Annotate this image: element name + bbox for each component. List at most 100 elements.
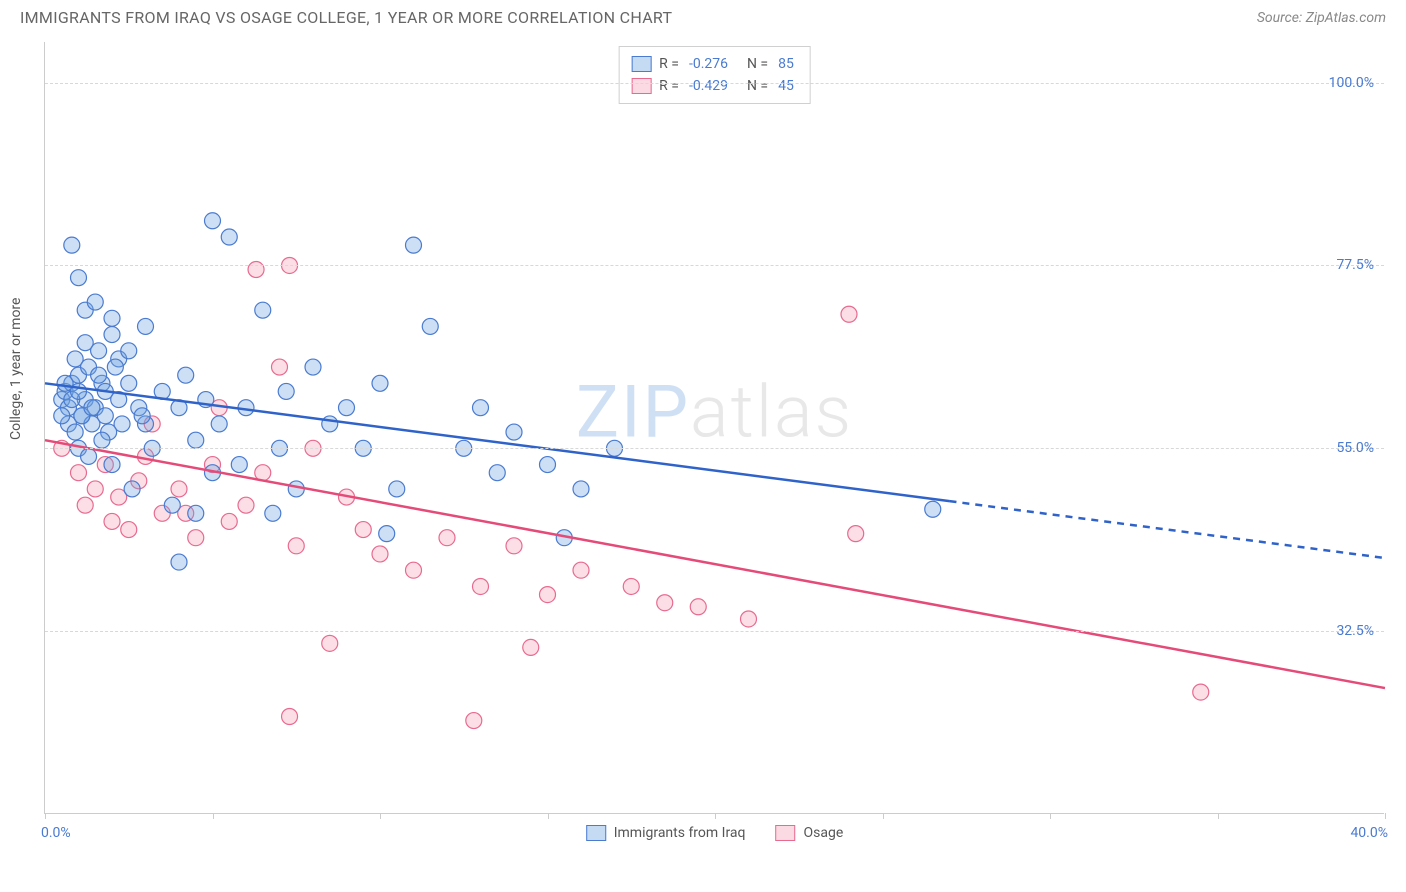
data-point	[87, 481, 103, 497]
data-point	[506, 424, 522, 440]
x-tick-mark	[1385, 813, 1386, 819]
data-point	[121, 375, 137, 391]
data-point	[379, 526, 395, 542]
chart-title: IMMIGRANTS FROM IRAQ VS OSAGE COLLEGE, 1…	[20, 8, 672, 27]
data-point	[623, 578, 639, 594]
y-tick-label: 77.5%	[1336, 257, 1374, 273]
data-point	[282, 708, 298, 724]
data-point	[322, 635, 338, 651]
data-point	[473, 578, 489, 594]
r-value-pink: -0.429	[687, 75, 732, 97]
data-point	[489, 465, 505, 481]
data-point	[339, 400, 355, 416]
x-axis-max: 40.0%	[1350, 825, 1388, 841]
data-point	[841, 306, 857, 322]
data-point	[221, 229, 237, 245]
data-point	[171, 554, 187, 570]
data-point	[77, 335, 93, 351]
legend-label-pink: Osage	[804, 825, 844, 841]
x-tick-mark	[715, 813, 716, 819]
data-point	[255, 302, 271, 318]
x-axis-min: 0.0%	[41, 825, 71, 841]
x-tick-mark	[883, 813, 884, 819]
data-point	[81, 448, 97, 464]
data-point	[124, 481, 140, 497]
data-point	[71, 465, 87, 481]
gridline	[45, 448, 1384, 449]
data-point	[265, 505, 281, 521]
data-point	[188, 432, 204, 448]
swatch-blue-icon	[586, 825, 606, 841]
data-point	[540, 457, 556, 473]
data-point	[67, 424, 83, 440]
chart-plot-area: ZIPatlas R = -0.276 N = 85 R = -0.429 N …	[44, 42, 1384, 814]
x-tick-mark	[1218, 813, 1219, 819]
data-point	[164, 497, 180, 513]
swatch-pink-icon	[776, 825, 796, 841]
data-point	[54, 408, 70, 424]
data-point	[205, 213, 221, 229]
x-tick-mark	[213, 813, 214, 819]
data-point	[121, 522, 137, 538]
data-point	[104, 327, 120, 343]
x-tick-mark	[380, 813, 381, 819]
n-label: N =	[740, 75, 768, 97]
legend-item-blue: Immigrants from Iraq	[586, 825, 746, 841]
data-point	[573, 562, 589, 578]
n-value-pink: 45	[776, 75, 798, 97]
data-point	[272, 359, 288, 375]
data-point	[64, 237, 80, 253]
data-point	[107, 359, 123, 375]
n-label: N =	[740, 53, 768, 75]
swatch-blue-icon	[631, 56, 651, 72]
x-tick-mark	[1050, 813, 1051, 819]
data-point	[114, 416, 130, 432]
trend-line	[950, 501, 1386, 558]
legend-correlation: R = -0.276 N = 85 R = -0.429 N = 45	[618, 46, 811, 104]
plot-svg	[45, 42, 1384, 813]
data-point	[466, 713, 482, 729]
data-point	[104, 310, 120, 326]
legend-item-pink: Osage	[776, 825, 844, 841]
data-point	[389, 481, 405, 497]
data-point	[248, 262, 264, 278]
data-point	[322, 416, 338, 432]
n-value-blue: 85	[776, 53, 798, 75]
data-point	[238, 497, 254, 513]
data-point	[71, 270, 87, 286]
y-tick-label: 100.0%	[1329, 75, 1374, 91]
gridline	[45, 265, 1384, 266]
legend-row-pink: R = -0.429 N = 45	[631, 75, 798, 97]
data-point	[87, 294, 103, 310]
data-point	[77, 497, 93, 513]
legend-series: Immigrants from Iraq Osage	[586, 825, 844, 841]
legend-label-blue: Immigrants from Iraq	[614, 825, 746, 841]
y-tick-label: 55.0%	[1336, 440, 1374, 456]
data-point	[121, 343, 137, 359]
data-point	[506, 538, 522, 554]
data-point	[741, 611, 757, 627]
data-point	[134, 408, 150, 424]
y-tick-label: 32.5%	[1336, 623, 1374, 639]
data-point	[171, 481, 187, 497]
data-point	[355, 522, 371, 538]
r-label: R =	[659, 75, 679, 97]
chart-source: Source: ZipAtlas.com	[1257, 10, 1386, 26]
swatch-pink-icon	[631, 78, 651, 94]
data-point	[1193, 684, 1209, 700]
x-tick-mark	[45, 813, 46, 819]
data-point	[211, 416, 227, 432]
data-point	[104, 457, 120, 473]
data-point	[473, 400, 489, 416]
data-point	[372, 546, 388, 562]
gridline	[45, 83, 1384, 84]
data-point	[573, 481, 589, 497]
r-label: R =	[659, 53, 679, 75]
data-point	[94, 432, 110, 448]
data-point	[91, 367, 107, 383]
data-point	[178, 367, 194, 383]
gridline	[45, 631, 1384, 632]
legend-row-blue: R = -0.276 N = 85	[631, 53, 798, 75]
data-point	[305, 359, 321, 375]
data-point	[97, 408, 113, 424]
